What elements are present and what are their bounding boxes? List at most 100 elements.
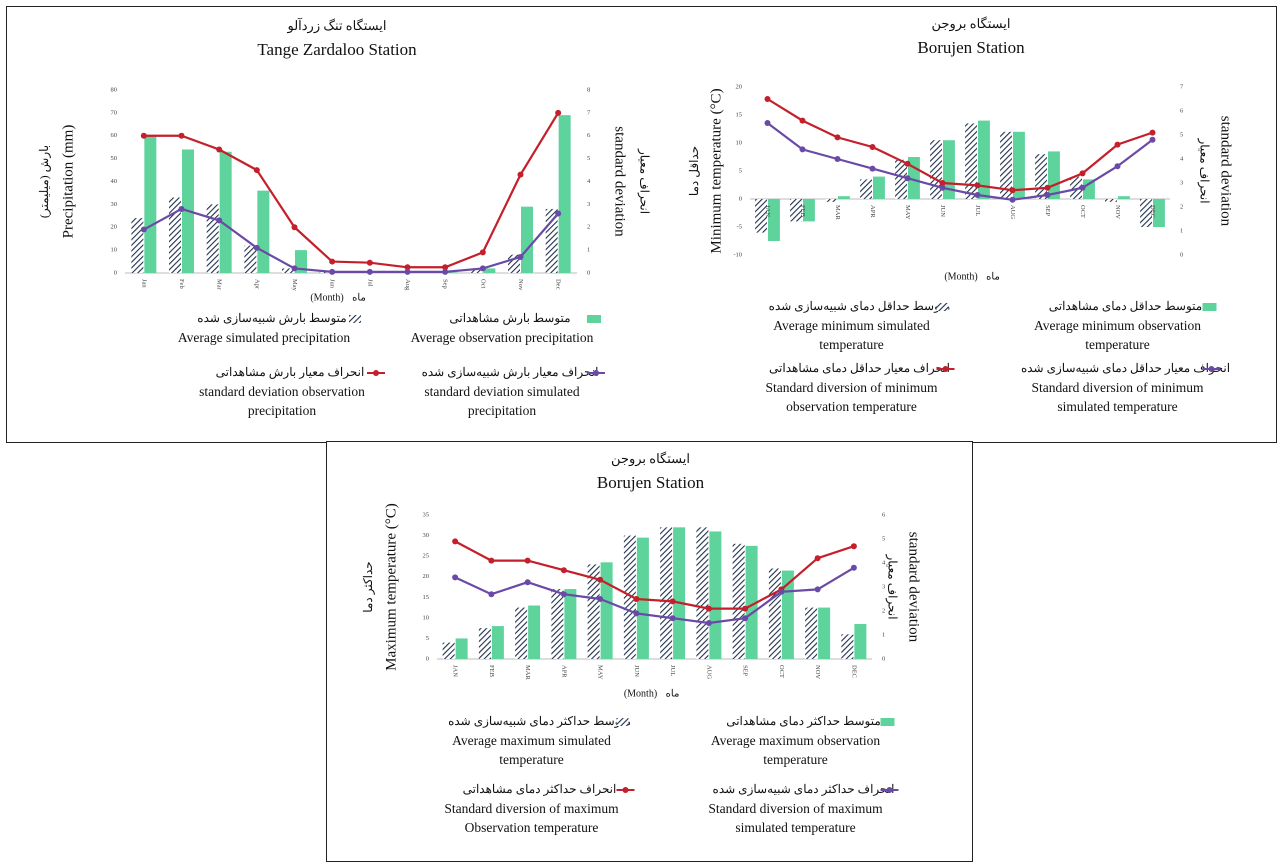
std-observed-point (869, 144, 876, 150)
std-simulated-point (253, 244, 260, 251)
legend-label-persian: متوسط حداقل دمای شبیه‌سازی شده (769, 299, 951, 313)
y-axis-label: Minimum temperature (°C) (708, 88, 724, 253)
std-observed-point (850, 543, 857, 550)
y-tick-label: 0 (426, 655, 429, 662)
std-observed-point (479, 249, 486, 256)
chart-title: Borujen Station (597, 473, 705, 492)
x-tick-label: DEC (1149, 205, 1156, 218)
y2-tick-label: 7 (587, 109, 591, 116)
legend-label-persian: متوسط حداکثر دمای مشاهداتی (726, 714, 881, 728)
simulated-bar-jun (930, 140, 942, 199)
y2-tick-label: 2 (1180, 203, 1183, 210)
x-tick-label: JAN (764, 205, 771, 217)
y-tick-label: -5 (737, 223, 742, 230)
legend-label: temperature (819, 337, 883, 352)
std-observed-point (669, 598, 676, 605)
chart-title: Tange Zardaloo Station (257, 40, 417, 59)
std-simulated-point (869, 165, 876, 172)
simulated-bar-mar (825, 199, 837, 202)
std-observed-point (1149, 129, 1156, 136)
legend-label: standard deviation observation (199, 384, 365, 399)
y2-axis-label: standard deviation (612, 126, 628, 237)
observed-bar-may (908, 157, 920, 199)
legend-swatch-marker (942, 366, 949, 372)
std-simulated-line (454, 566, 855, 625)
std-observed-point (1044, 184, 1051, 191)
simulated-bar-jun (319, 271, 332, 273)
std-observed-point (178, 132, 185, 139)
legend-label-persian: انحراف معیار حداقل دمای مشاهداتی (769, 361, 950, 375)
std-simulated-point (560, 591, 567, 598)
chart-panel-borujen-maximum-temperature: ایستگاه بروجن Borujen Station 0 5 10 15 20 25 30… (326, 441, 973, 862)
y-tick-label: 20 (111, 224, 118, 231)
x-tick-label: Oct (479, 279, 486, 289)
std-observed-point (442, 264, 449, 271)
y-axis-label: Maximum temperature (°C) (383, 503, 399, 671)
x-tick-label: MAY (904, 205, 911, 220)
observed-bar-jun (636, 537, 649, 659)
y-tick-label: 30 (111, 201, 118, 208)
std-simulated-point (799, 146, 806, 153)
legend-label: simulated temperature (735, 820, 855, 835)
observed-bar-apr (257, 190, 270, 273)
simulated-bar-sep (1035, 154, 1047, 199)
y-tick-label: 10 (111, 247, 118, 254)
std-observed-point (939, 180, 946, 186)
x-tick-label: Dec (555, 279, 562, 290)
x-tick-label: May (291, 279, 298, 292)
y2-tick-label: 1 (587, 247, 590, 254)
std-simulated-point (178, 205, 185, 212)
legend-label-persian: انحراف حداکثر دمای شبیه‌سازی شده (713, 782, 895, 796)
std-observed-line (143, 112, 560, 269)
x-tick-label: Aug (404, 279, 411, 291)
legend-label-persian: انحراف معیار بارش مشاهداتی (216, 365, 365, 379)
std-observed-point (705, 605, 712, 612)
y-tick-label: 20 (423, 573, 430, 580)
observed-bar-jan (455, 638, 468, 659)
std-observed-line (454, 540, 855, 610)
y-tick-label: 60 (111, 132, 118, 139)
x-tick-label: OCT (1079, 205, 1086, 218)
std-observed-point (1114, 141, 1121, 148)
x-tick-label: Apr (253, 279, 260, 290)
simulated-bar-apr (860, 179, 872, 199)
std-simulated-line (143, 207, 559, 273)
std-simulated-point (669, 615, 676, 622)
y-tick-label: 20 (736, 83, 743, 90)
x-tick-label: FEB (488, 665, 495, 678)
std-simulated-point (1009, 196, 1016, 203)
legend-label: precipitation (248, 403, 316, 418)
y-tick-label: 35 (423, 511, 430, 518)
y-tick-label: 5 (426, 635, 429, 642)
observed-bar-jun (943, 140, 955, 199)
simulated-bar-oct (1070, 176, 1082, 199)
std-observed-point (291, 224, 298, 231)
std-simulated-point (597, 596, 604, 602)
observed-bar-sep (445, 272, 458, 273)
chart-title-persian: ایستگاه بروجن (611, 451, 690, 467)
std-observed-point (742, 605, 749, 612)
y-tick-label: 25 (423, 553, 430, 560)
std-observed-point (253, 167, 260, 174)
y2-tick-label: 2 (882, 607, 885, 614)
x-tick-label: Nov (517, 279, 524, 291)
legend-label: Average minimum simulated (773, 318, 930, 333)
std-observed-point (329, 258, 336, 265)
x-tick-label: AUG (705, 665, 712, 679)
std-observed-point (633, 596, 640, 602)
chart-panel-tange-zardaloo-precipitation: ایستگاه تنگ زردآلو Tange Zardaloo Station… (6, 6, 666, 443)
std-simulated-point (778, 588, 785, 595)
observed-bar-aug (709, 531, 722, 659)
legend-swatch-marker (593, 370, 599, 376)
std-observed-point (764, 96, 771, 102)
std-simulated-point (904, 175, 911, 182)
legend-swatch-simulated (349, 315, 361, 323)
y2-tick-label: 3 (1180, 179, 1183, 186)
legend-label: precipitation (468, 403, 536, 418)
x-axis-label-persian: ماه (666, 688, 680, 699)
y2-tick-label: 3 (587, 201, 590, 208)
legend-label-persian: انحراف حداکثر دمای مشاهداتی (463, 782, 617, 796)
legend-swatch-observed (587, 315, 601, 323)
observed-bar-sep (1048, 151, 1060, 199)
